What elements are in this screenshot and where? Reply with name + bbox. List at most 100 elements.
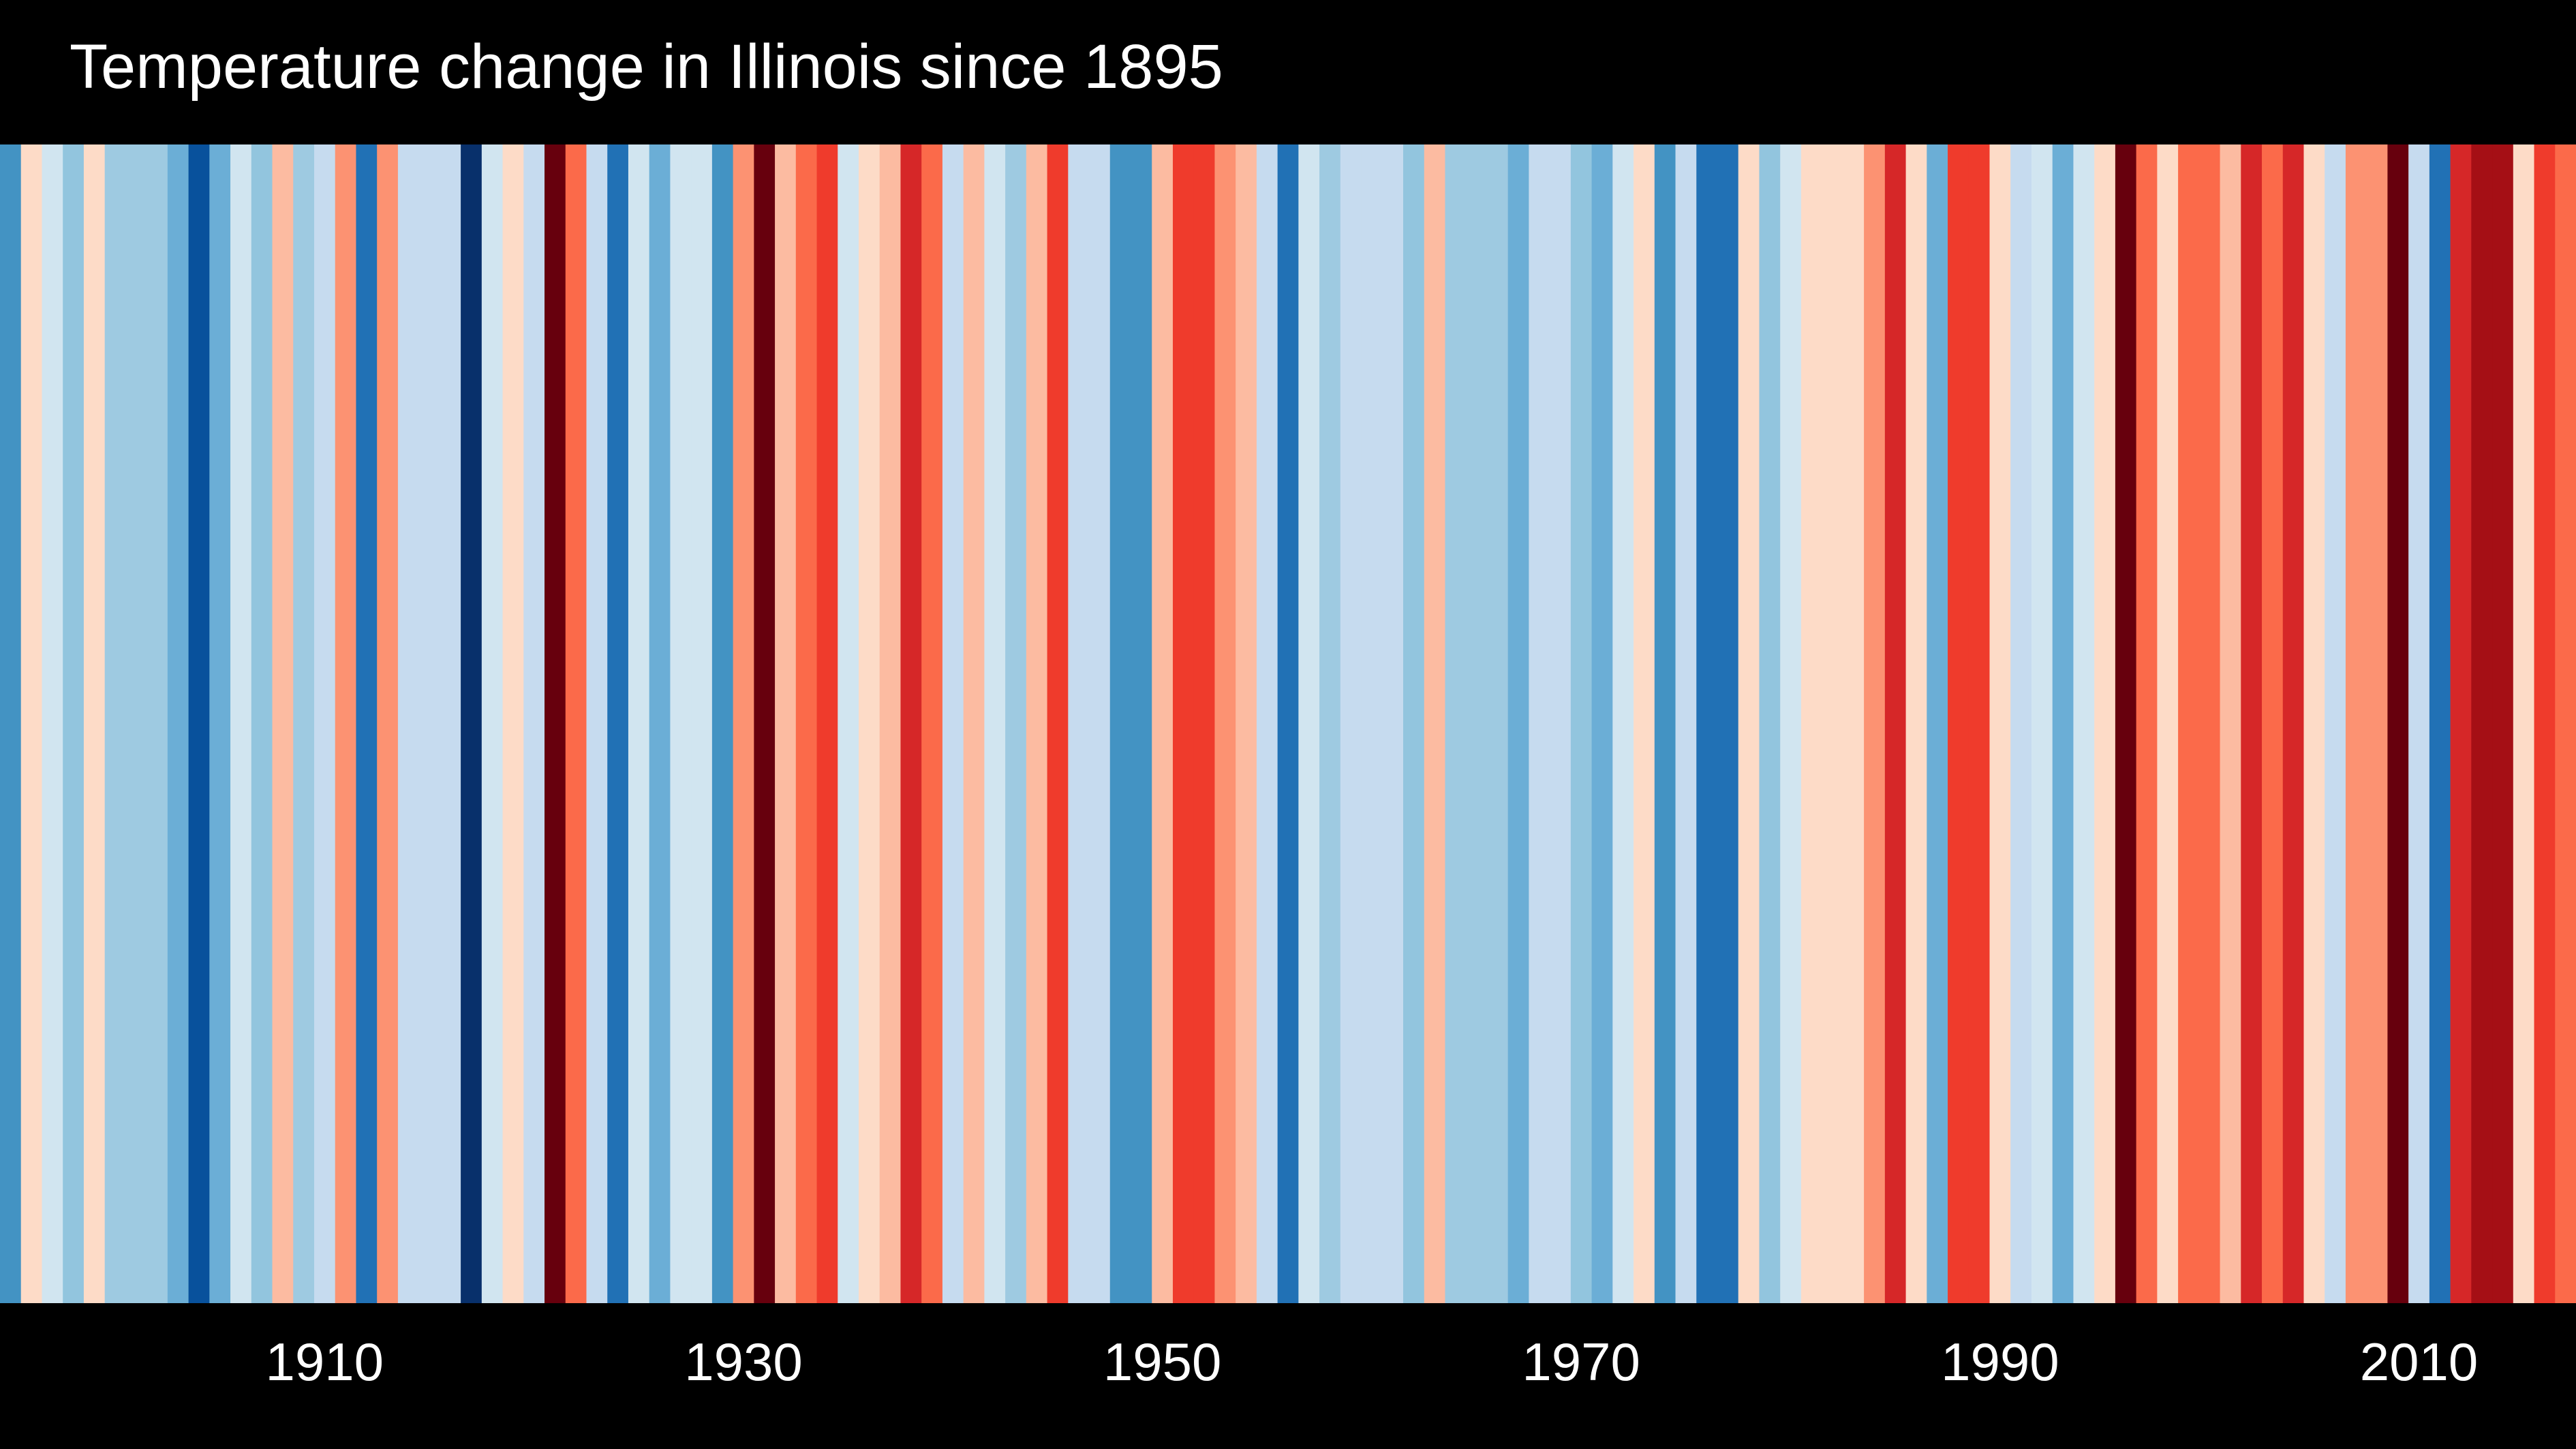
stripe-1988 [1948,144,1969,1303]
stripe-2013 [2471,144,2493,1303]
stripe-2001 [2220,144,2241,1303]
stripe-1934 [816,144,838,1303]
stripe-1945 [1047,144,1069,1303]
stripe-1925 [628,144,650,1303]
stripe-1947 [1089,144,1111,1303]
stripe-1955 [1256,144,1278,1303]
stripe-1938 [900,144,922,1303]
stripe-2011 [2429,144,2451,1303]
stripe-1910 [313,144,336,1303]
stripe-1995 [2094,144,2116,1303]
stripe-1921 [545,144,566,1303]
stripe-2003 [2262,144,2284,1303]
stripe-1946 [1068,144,1090,1303]
stripe-1908 [272,144,294,1303]
stripe-1948 [1109,144,1132,1303]
stripe-1935 [838,144,859,1303]
stripe-1929 [711,144,734,1303]
stripe-1933 [795,144,818,1303]
stripe-1992 [2031,144,2053,1303]
stripe-1909 [293,144,315,1303]
x-tick-label-1950: 1950 [1103,1332,1222,1392]
stripe-1911 [335,144,357,1303]
stripe-1980 [1780,144,1802,1303]
stripe-2006 [2325,144,2346,1303]
stripe-1923 [586,144,608,1303]
stripe-1966 [1486,144,1509,1303]
stripe-1962 [1403,144,1425,1303]
x-tick-label-1910: 1910 [265,1332,384,1392]
stripe-1944 [1026,144,1048,1303]
stripe-1981 [1800,144,1823,1303]
stripe-1979 [1759,144,1781,1303]
stripe-1918 [481,144,504,1303]
stripe-1974 [1654,144,1676,1303]
stripe-1915 [418,144,440,1303]
stripe-1906 [230,144,252,1303]
stripe-1930 [733,144,754,1303]
stripe-1975 [1675,144,1697,1303]
x-tick-label-1970: 1970 [1522,1332,1640,1392]
stripe-1904 [188,144,210,1303]
stripe-1953 [1214,144,1236,1303]
stripe-1943 [1005,144,1027,1303]
stripe-1896 [20,144,43,1303]
stripe-1926 [649,144,671,1303]
stripe-1991 [2010,144,2032,1303]
stripe-1949 [1131,144,1152,1303]
stripe-1957 [1298,144,1320,1303]
stripe-1997 [2136,144,2158,1303]
stripe-1990 [1989,144,2011,1303]
stripe-1951 [1172,144,1195,1303]
stripe-1916 [440,144,461,1303]
stripe-1973 [1634,144,1655,1303]
stripe-1996 [2115,144,2137,1303]
stripe-1982 [1822,144,1843,1303]
stripe-1960 [1361,144,1383,1303]
stripe-2009 [2387,144,2409,1303]
stripe-2014 [2492,144,2514,1303]
x-tick-label-1930: 1930 [684,1332,803,1392]
stripe-1959 [1340,144,1362,1303]
stripe-1994 [2073,144,2095,1303]
stripe-1912 [356,144,378,1303]
stripe-1989 [1968,144,1991,1303]
stripe-1998 [2157,144,2179,1303]
stripe-1920 [523,144,545,1303]
stripe-1977 [1717,144,1739,1303]
stripe-1913 [377,144,399,1303]
stripe-1952 [1193,144,1216,1303]
stripe-1976 [1696,144,1718,1303]
stripe-1907 [251,144,273,1303]
stripe-2007 [2345,144,2367,1303]
stripe-2008 [2366,144,2389,1303]
stripe-1954 [1236,144,1257,1303]
stripe-1963 [1424,144,1446,1303]
stripe-1928 [691,144,713,1303]
stripe-1903 [167,144,189,1303]
stripe-1984 [1864,144,1886,1303]
stripe-1905 [209,144,231,1303]
stripe-2012 [2450,144,2472,1303]
stripe-1937 [879,144,902,1303]
stripe-1993 [2052,144,2074,1303]
stripe-1983 [1843,144,1865,1303]
stripe-2017 [2555,144,2576,1303]
stripe-1914 [397,144,420,1303]
stripe-1972 [1612,144,1634,1303]
stripe-1941 [963,144,985,1303]
stripe-1895 [0,144,22,1303]
stripe-1897 [42,144,63,1303]
stripe-1942 [984,144,1006,1303]
stripe-2004 [2282,144,2305,1303]
chart-title: Temperature change in Illinois since 189… [70,32,1223,102]
stripe-1919 [502,144,524,1303]
stripe-1932 [775,144,797,1303]
stripe-1931 [754,144,776,1303]
stripe-1968 [1529,144,1550,1303]
stripe-2000 [2198,144,2221,1303]
stripe-1936 [859,144,880,1303]
stripe-1978 [1738,144,1760,1303]
stripe-1898 [63,144,85,1303]
